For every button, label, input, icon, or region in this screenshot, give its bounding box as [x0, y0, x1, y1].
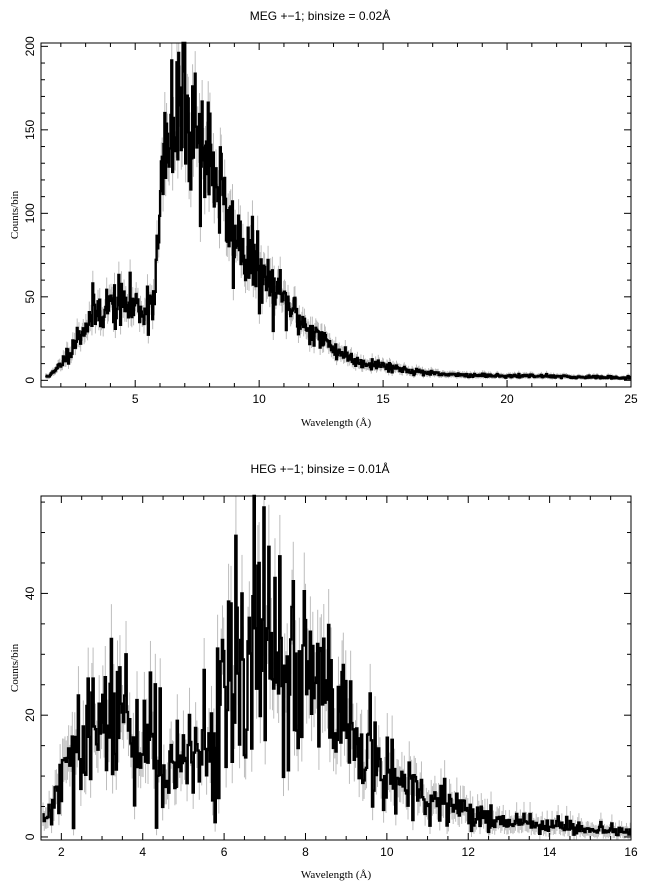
meg-y-tick-label: 50 [23, 290, 37, 304]
meg-x-tick-label: 5 [132, 392, 139, 406]
heg-spectrum-line [42, 494, 631, 837]
meg-y-tick-label: 150 [23, 120, 37, 140]
heg-x-tick-label: 2 [58, 845, 65, 859]
meg-y-tick-label: 0 [23, 377, 37, 384]
heg-y-axis-label: Counts/bin [9, 643, 21, 692]
meg-x-axis-label: Wavelength (Å) [301, 417, 372, 429]
meg-title: MEG +−1; binsize = 0.02Å [250, 8, 390, 23]
heg-x-tick-label: 12 [462, 845, 476, 859]
meg-panel: MEG +−1; binsize = 0.02Å 5 10 15 20 25 0 50 100… [9, 8, 638, 429]
heg-y-tick-label: 0 [23, 833, 37, 840]
meg-y-tick-label: 100 [23, 203, 37, 223]
heg-x-tick-label: 14 [543, 845, 557, 859]
heg-x-tick-label: 4 [139, 845, 146, 859]
meg-x-tick-label: 10 [252, 392, 266, 406]
meg-y-axis-label: Counts/bin [9, 190, 21, 239]
heg-x-tick-label: 16 [624, 845, 638, 859]
heg-panel: HEG +−1; binsize = 0.01Å 2 4 6 8 10 12 14 16 0 20… [9, 461, 638, 881]
meg-error-bars [45, 43, 632, 381]
heg-y-tick-label: 40 [23, 586, 37, 600]
meg-axes: 5 10 15 20 25 0 50 100 150 200 [23, 36, 638, 406]
heg-axes: 2 4 6 8 10 12 14 16 0 20 40 [23, 496, 638, 859]
heg-title: HEG +−1; binsize = 0.01Å [250, 461, 389, 476]
heg-plot-frame [40, 495, 632, 841]
heg-x-axis-label: Wavelength (Å) [301, 869, 372, 881]
meg-spectrum-line [45, 41, 632, 380]
heg-error-bars [42, 496, 631, 840]
meg-x-tick-label: 20 [500, 392, 514, 406]
heg-x-tick-label: 6 [221, 845, 228, 859]
heg-x-tick-label: 10 [380, 845, 394, 859]
meg-y-tick-label: 200 [23, 36, 37, 56]
meg-x-tick-label: 15 [376, 392, 390, 406]
meg-plot-frame [40, 42, 632, 388]
heg-y-tick-label: 20 [23, 708, 37, 722]
meg-x-tick-label: 25 [624, 392, 638, 406]
heg-x-tick-label: 8 [302, 845, 309, 859]
